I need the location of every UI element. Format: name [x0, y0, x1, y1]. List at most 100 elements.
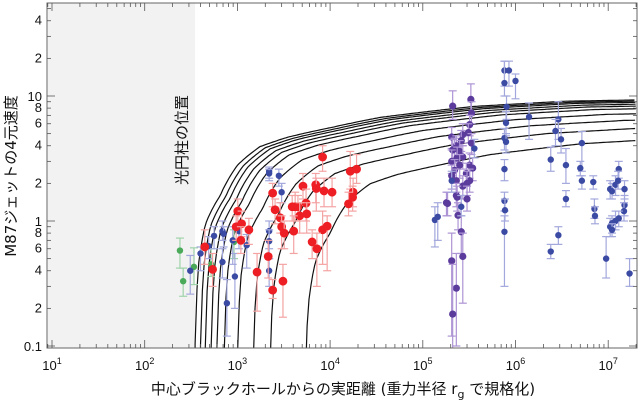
marker [591, 212, 599, 220]
model-curve [223, 108, 636, 348]
marker [502, 138, 510, 146]
marker [236, 235, 246, 245]
data-point [268, 278, 278, 300]
marker [608, 188, 616, 195]
tick-exponent: 2 [149, 356, 154, 366]
data-point [500, 60, 509, 97]
marker [219, 258, 226, 266]
data-point [344, 191, 353, 217]
x-tick-label: 103 [228, 356, 247, 373]
marker [557, 136, 565, 143]
marker [265, 170, 273, 177]
marker [555, 231, 562, 239]
marker [312, 244, 322, 254]
marker [562, 195, 570, 203]
marker [231, 222, 241, 232]
model-curve [305, 140, 636, 348]
light-cylinder-region [47, 3, 196, 348]
marker [344, 199, 353, 209]
marker [278, 188, 285, 196]
y-axis-label: M87ジェットの4元速度 [2, 95, 20, 257]
marker [456, 161, 464, 169]
marker [552, 127, 559, 135]
marker [327, 187, 337, 197]
data-point [298, 172, 308, 200]
marker [231, 273, 239, 280]
data-point [502, 133, 511, 154]
data-point [500, 215, 509, 287]
data-point [447, 170, 456, 193]
marker [578, 177, 586, 184]
data-point [608, 223, 617, 238]
tick-exponent: 1 [57, 356, 62, 366]
model-curve [204, 101, 636, 348]
marker [501, 165, 508, 173]
data-point [561, 147, 570, 184]
x-axis-label-main: 中心ブラックホールからの実距離 (重力半径 r [151, 380, 458, 398]
tick-base: 10 [42, 358, 56, 373]
data-point [448, 90, 457, 120]
tick-base: 10 [413, 358, 427, 373]
marker [525, 113, 533, 121]
marker [311, 184, 321, 193]
y-tick-label: 8 [35, 100, 42, 115]
data-point [263, 239, 273, 279]
marker [547, 156, 554, 163]
tick-base: 10 [598, 358, 612, 373]
model-curves [194, 99, 637, 348]
marker [448, 177, 455, 184]
model-curve [237, 113, 637, 348]
data-point [457, 194, 466, 217]
marker [278, 276, 288, 286]
marker [578, 139, 586, 147]
data-point [348, 185, 358, 212]
marker [501, 228, 508, 235]
marker [452, 284, 460, 292]
x-axis-label-tail: で規格化) [464, 380, 535, 398]
data-point [270, 198, 280, 225]
x-tick-label: 106 [506, 356, 525, 373]
data-point [302, 202, 312, 234]
data-point [179, 267, 188, 297]
x-axis-label-sub: g [457, 388, 464, 401]
marker [502, 119, 510, 127]
marker [265, 267, 273, 274]
y-tick-label: 10 [28, 89, 42, 104]
data-point [244, 217, 254, 245]
marker [501, 207, 509, 214]
marker [200, 242, 210, 252]
marker [503, 103, 510, 110]
tick-base: 10 [506, 358, 520, 373]
marker [279, 228, 289, 238]
data-point [265, 168, 274, 182]
data-point [576, 160, 585, 177]
light-cylinder-label: 光円柱の位置 [173, 95, 191, 185]
model-curve [210, 103, 636, 348]
data-point [265, 258, 274, 287]
marker [210, 232, 218, 240]
marker [614, 177, 622, 184]
data-point [278, 263, 288, 318]
data-point [614, 170, 623, 190]
marker [469, 164, 477, 172]
data-point [577, 175, 586, 190]
model-curve [253, 119, 636, 348]
y-tick-label: 8 [35, 225, 42, 240]
data-point [602, 236, 611, 279]
marker [577, 164, 584, 172]
tick-exponent: 6 [520, 356, 525, 366]
marker [223, 299, 231, 307]
marker [307, 237, 317, 247]
marker [268, 188, 278, 198]
marker [458, 203, 465, 210]
marker [620, 207, 628, 215]
x-tick-label: 101 [42, 356, 61, 373]
data-point [277, 182, 286, 204]
data-point [619, 202, 628, 222]
marker [270, 205, 280, 215]
marker [443, 199, 452, 208]
marker [464, 128, 472, 137]
data-point [467, 133, 476, 156]
marker [463, 195, 471, 203]
marker [449, 310, 457, 318]
